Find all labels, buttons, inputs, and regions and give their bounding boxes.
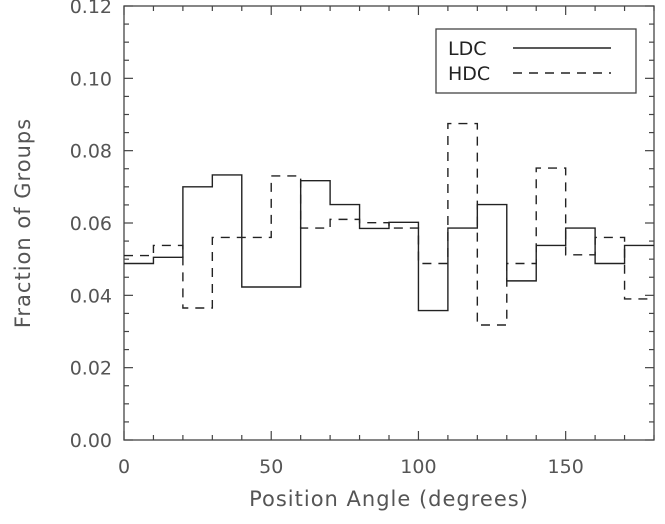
legend-box: [435, 28, 637, 94]
x-tick-label: 50: [259, 456, 283, 478]
series-hdc-line: [124, 122, 654, 326]
y-tick-label: 0.10: [70, 68, 112, 90]
y-tick-label: 0.06: [70, 213, 112, 235]
y-tick-label: 0.02: [70, 358, 112, 380]
y-tick-label: 0.12: [70, 0, 112, 18]
series-ldc-line: [124, 174, 654, 312]
legend: LDC HDC: [435, 28, 637, 94]
y-tick-label: 0.00: [70, 430, 112, 452]
y-tick-label: 0.08: [70, 141, 112, 163]
legend-label-ldc: LDC: [448, 38, 486, 60]
x-axis-ticks: 0 50 100 150: [118, 6, 655, 478]
y-axis-ticks: 0.00 0.02 0.04 0.06 0.08 0.10 0.12: [70, 0, 654, 452]
legend-label-hdc: HDC: [448, 63, 490, 85]
series-layer: [124, 122, 654, 326]
x-tick-label: 0: [118, 456, 130, 478]
x-tick-label: 150: [548, 456, 584, 478]
x-tick-label: 100: [400, 456, 436, 478]
y-tick-label: 0.04: [70, 285, 112, 307]
x-axis-title: Position Angle (degrees): [249, 487, 529, 511]
y-axis-title: Fraction of Groups: [11, 118, 35, 328]
